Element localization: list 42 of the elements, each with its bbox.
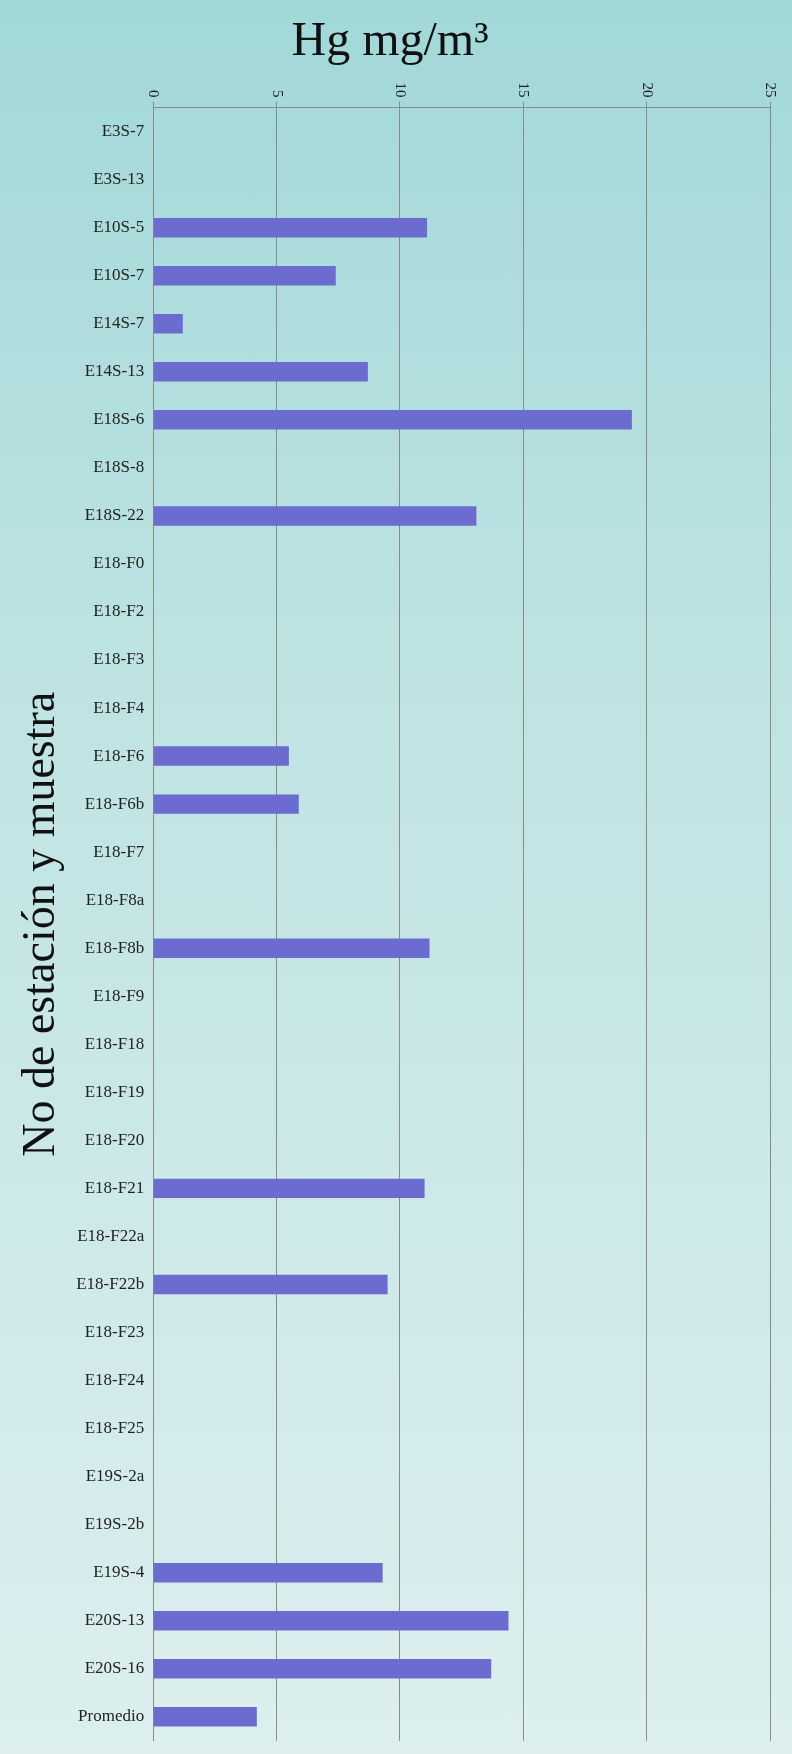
chart-title: Hg mg/m³ <box>291 12 489 66</box>
y-tick-label: E18-F6 <box>93 745 145 765</box>
y-tick-label: E18-F22b <box>76 1273 145 1293</box>
y-tick-label: E20S-16 <box>84 1658 145 1678</box>
y-tick-label: E18-F8b <box>84 937 145 957</box>
y-tick-label: E18S-6 <box>93 409 145 429</box>
x-tick-label: 15 <box>516 82 533 98</box>
y-tick-label: E14S-7 <box>93 313 145 333</box>
y-tick-label: E18-F22a <box>77 1225 145 1245</box>
x-tick-label: 20 <box>639 82 656 98</box>
y-tick-label: E18-F24 <box>84 1370 145 1389</box>
y-tick-label: E3S-13 <box>93 169 145 189</box>
y-tick-label: E18-F19 <box>84 1081 145 1101</box>
y-tick-label: E18S-22 <box>84 505 145 525</box>
y-tick-label: E18S-8 <box>93 457 145 477</box>
y-tick-label: E3S-7 <box>101 121 145 141</box>
y-tick-label: E18-F6b <box>84 793 145 813</box>
y-tick-label: E18-F23 <box>84 1321 145 1341</box>
y-tick-label: E18-F21 <box>84 1177 145 1197</box>
y-tick-label: E10S-7 <box>93 265 145 285</box>
x-tick-label: 5 <box>269 90 286 98</box>
y-tick-label: E18-F9 <box>93 985 145 1005</box>
y-tick-label: E18-F0 <box>93 553 145 573</box>
y-tick-label: E19S-4 <box>93 1562 145 1582</box>
y-tick-label: E19S-2b <box>84 1514 145 1534</box>
y-tick-label: E20S-13 <box>84 1610 145 1630</box>
x-tick-label: 10 <box>392 82 409 98</box>
y-axis-title: No de estación y muestra <box>12 691 64 1157</box>
y-tick-label: E10S-5 <box>93 217 145 237</box>
y-tick-label: E18-F4 <box>93 697 145 717</box>
y-tick-label: E19S-2a <box>85 1466 145 1486</box>
y-tick-label: E18-F7 <box>93 841 145 861</box>
y-tick-label: E18-F3 <box>93 649 145 669</box>
y-tick-label: E14S-13 <box>84 361 145 381</box>
y-tick-label: E18-F20 <box>84 1129 145 1149</box>
y-tick-label: Promedio <box>78 1706 145 1726</box>
y-tick-label: E18-F18 <box>84 1033 145 1053</box>
y-tick-label: E18-F8a <box>85 889 145 909</box>
y-tick-label: E18-F2 <box>93 601 145 621</box>
x-tick-label: 0 <box>146 90 163 98</box>
y-tick-label: E18-F25 <box>84 1418 145 1438</box>
x-tick-label: 25 <box>763 82 780 98</box>
